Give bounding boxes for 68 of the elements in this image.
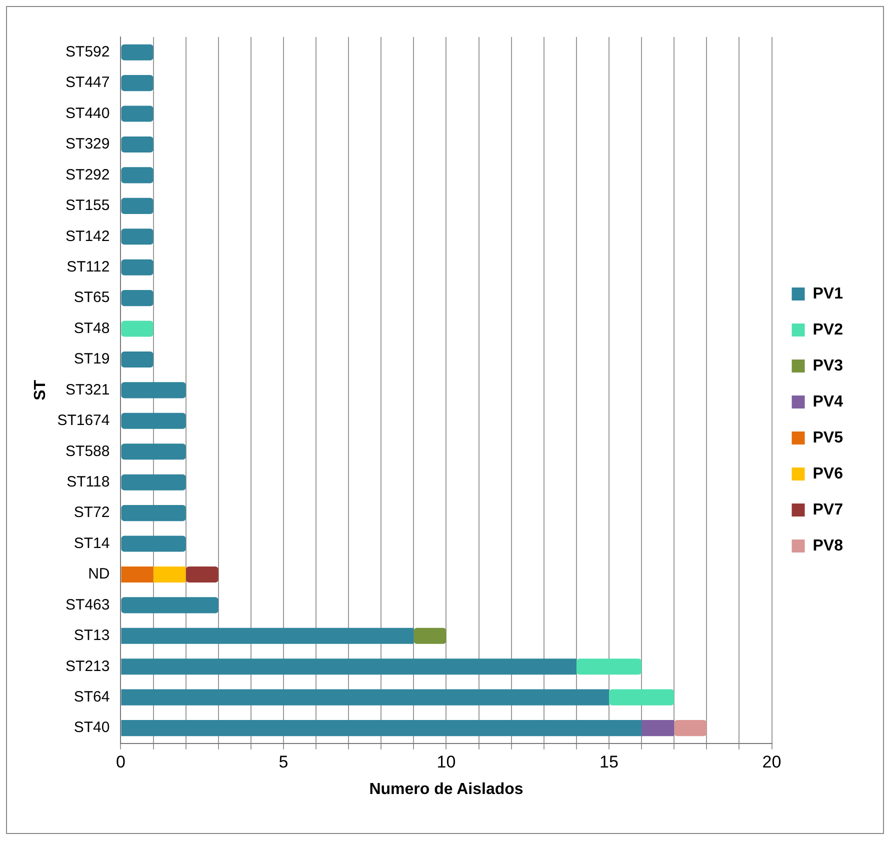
x-tick-label: 0 <box>116 752 126 772</box>
y-tick-label: ST65 <box>74 289 110 306</box>
bar <box>121 536 186 552</box>
y-tick-label: ST321 <box>66 381 110 398</box>
y-tick-label: ST142 <box>66 228 110 245</box>
bar <box>121 474 186 490</box>
legend-label: PV5 <box>812 429 844 446</box>
bar <box>121 290 154 306</box>
bar <box>186 566 218 582</box>
y-tick-label: ST14 <box>74 534 110 552</box>
bar <box>121 259 154 276</box>
y-tick-label: ST463 <box>66 596 110 614</box>
bar <box>121 351 154 368</box>
legend-label: PV4 <box>812 393 844 410</box>
bar <box>121 382 186 398</box>
y-tick-label: ST447 <box>66 74 110 92</box>
bar <box>121 320 154 337</box>
bar <box>121 136 154 153</box>
bar <box>414 628 446 644</box>
y-tick-label: ST292 <box>66 166 110 184</box>
bar <box>121 44 154 60</box>
bar <box>121 75 154 92</box>
bar <box>121 689 610 706</box>
y-axis-title: ST <box>32 380 50 400</box>
legend-label: PV3 <box>812 357 844 374</box>
y-tick-label: ND <box>88 566 110 583</box>
bar <box>121 658 576 675</box>
legend-label: PV6 <box>812 465 844 482</box>
bar <box>121 628 414 644</box>
y-tick-label: ST213 <box>66 658 110 675</box>
y-tick-label: ST40 <box>74 719 110 736</box>
bar <box>609 689 674 706</box>
y-tick-label: ST440 <box>66 104 110 122</box>
x-tick-label: 10 <box>436 752 456 772</box>
y-tick-label: ST118 <box>66 473 110 490</box>
y-tick-label: ST48 <box>74 320 110 337</box>
bar <box>674 720 707 736</box>
bar <box>121 597 218 614</box>
legend-label: PV7 <box>812 501 844 518</box>
legend-label: PV1 <box>812 285 844 302</box>
bar <box>121 505 186 522</box>
bar <box>153 566 186 582</box>
x-axis-title: Numero de Aislados <box>369 780 524 798</box>
x-tick-label: 20 <box>762 752 782 772</box>
legend-label: PV2 <box>812 321 844 338</box>
y-tick-label: ST72 <box>74 504 110 522</box>
bar <box>121 412 186 429</box>
bar <box>642 720 674 736</box>
y-tick-label: ST329 <box>66 136 110 153</box>
bar <box>121 198 154 214</box>
bar <box>121 566 154 582</box>
x-tick-label: 15 <box>600 752 618 772</box>
bar <box>121 720 642 736</box>
y-tick-label: ST155 <box>66 197 110 214</box>
y-tick-label: ST1674 <box>57 412 110 430</box>
bar <box>576 658 642 675</box>
y-tick-label: ST13 <box>74 627 110 644</box>
legend-label: PV8 <box>812 537 844 554</box>
y-tick-label: ST19 <box>74 350 110 368</box>
bar <box>121 444 186 460</box>
y-tick-label: ST112 <box>66 258 110 276</box>
bar <box>121 167 154 184</box>
x-tick-label: 5 <box>278 752 288 772</box>
y-tick-label: ST64 <box>74 688 110 706</box>
bar <box>121 106 154 122</box>
bar <box>121 228 154 245</box>
y-tick-label: ST592 <box>66 43 110 60</box>
y-tick-label: ST588 <box>66 442 110 460</box>
